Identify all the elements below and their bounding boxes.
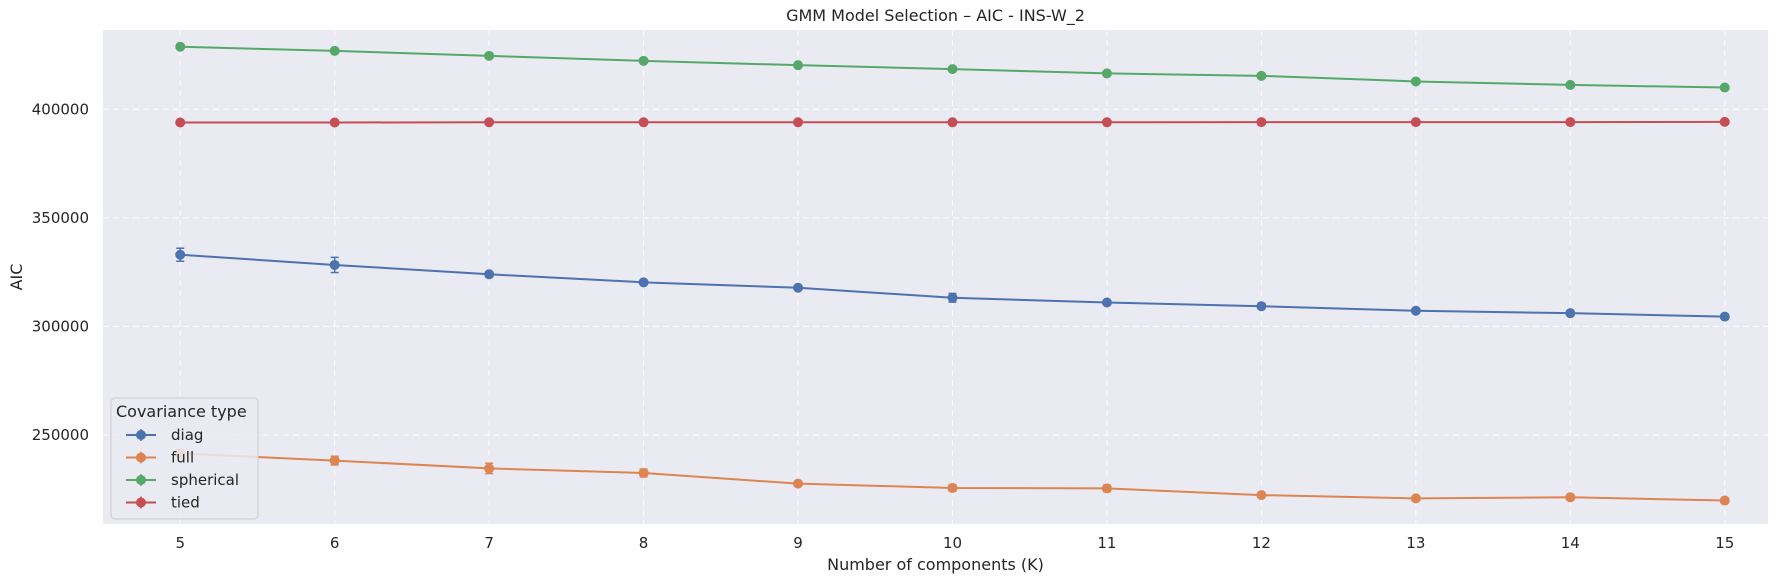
data-point-spherical (1256, 70, 1267, 81)
data-point-spherical (175, 41, 186, 52)
legend: Covariance type diag full spherical tied (110, 397, 259, 520)
x-tick-label: 12 (1252, 534, 1271, 552)
data-point-diag (638, 277, 649, 288)
data-point-spherical (484, 50, 495, 61)
legend-swatch-marker (136, 497, 146, 508)
x-tick-label: 7 (484, 534, 494, 552)
data-point-full (1565, 492, 1576, 503)
x-axis-label: Number of components (K) (827, 555, 1044, 574)
data-point-spherical (793, 60, 804, 71)
legend-items: diag full spherical tied (126, 426, 239, 512)
x-tick-label: 14 (1561, 534, 1580, 552)
data-point-tied (1101, 117, 1112, 128)
data-point-diag (947, 292, 958, 303)
y-tick-label: 350000 (32, 209, 89, 227)
data-point-full (1719, 495, 1730, 506)
x-tick-label: 13 (1406, 534, 1425, 552)
data-point-full (329, 455, 340, 466)
data-point-spherical (947, 64, 958, 75)
data-point-tied (1410, 117, 1421, 128)
data-point-spherical (638, 55, 649, 66)
legend-item-spherical: spherical (126, 471, 239, 489)
series-full (175, 448, 1730, 506)
x-tick-label: 5 (175, 534, 185, 552)
legend-swatch-marker (136, 452, 146, 463)
x-tick-label: 6 (330, 534, 340, 552)
data-point-spherical (1719, 82, 1730, 93)
series-diag (175, 247, 1730, 322)
data-point-spherical (1410, 76, 1421, 87)
legend-label: diag (171, 426, 203, 444)
x-axis-ticks: 5 6 7 8 9 10 11 12 13 14 15 (175, 534, 1734, 552)
plot-area (103, 30, 1768, 524)
data-point-full (947, 482, 958, 493)
chart-title: GMM Model Selection – AIC - INS-W_2 (786, 6, 1085, 26)
legend-label: full (171, 449, 194, 467)
y-axis-label: AIC (7, 264, 26, 291)
data-point-full (638, 467, 649, 478)
data-point-tied (638, 117, 649, 128)
legend-swatch-marker (136, 475, 146, 485)
data-point-spherical (1565, 79, 1576, 90)
data-point-diag (1410, 305, 1421, 316)
legend-label: spherical (171, 471, 239, 489)
y-tick-label: 300000 (32, 317, 89, 335)
data-point-tied (1256, 117, 1267, 128)
series-tied (175, 116, 1730, 128)
x-tick-label: 15 (1715, 534, 1734, 552)
legend-box (110, 397, 259, 520)
x-tick-label: 11 (1097, 534, 1116, 552)
data-point-diag (1565, 308, 1576, 319)
legend-item-tied: tied (126, 494, 200, 512)
plot-marks (175, 41, 1730, 506)
y-tick-label: 250000 (32, 426, 89, 444)
x-tick-label: 10 (943, 534, 962, 552)
data-point-diag (1256, 301, 1267, 312)
legend-item-diag: diag (126, 426, 203, 444)
x-tick-label: 9 (793, 534, 803, 552)
data-point-tied (793, 117, 804, 128)
data-point-tied (329, 117, 340, 128)
data-point-spherical (329, 45, 340, 56)
data-point-tied (1565, 117, 1576, 128)
legend-title: Covariance type (116, 402, 247, 421)
y-axis-ticks: 250000 300000 350000 400000 (32, 100, 89, 444)
data-point-tied (175, 117, 186, 128)
data-point-diag (175, 249, 186, 260)
legend-item-full: full (126, 449, 194, 467)
x-tick-label: 8 (639, 534, 649, 552)
data-point-diag (793, 282, 804, 293)
y-tick-label: 400000 (32, 100, 89, 118)
grid-lines (103, 30, 1768, 524)
data-point-tied (947, 117, 958, 128)
data-point-full (1410, 493, 1421, 504)
series-spherical (175, 41, 1730, 93)
legend-swatch-marker (136, 430, 146, 440)
legend-label: tied (171, 494, 200, 512)
data-point-diag (484, 269, 495, 280)
data-point-tied (1719, 116, 1730, 127)
data-point-tied (484, 117, 495, 128)
data-point-full (793, 478, 804, 489)
data-point-full (1101, 483, 1112, 494)
data-point-diag (1101, 297, 1112, 308)
data-point-full (1256, 490, 1267, 501)
data-point-diag (329, 259, 340, 270)
data-point-diag (1719, 311, 1730, 322)
data-point-spherical (1101, 68, 1112, 79)
data-point-full (484, 463, 495, 474)
